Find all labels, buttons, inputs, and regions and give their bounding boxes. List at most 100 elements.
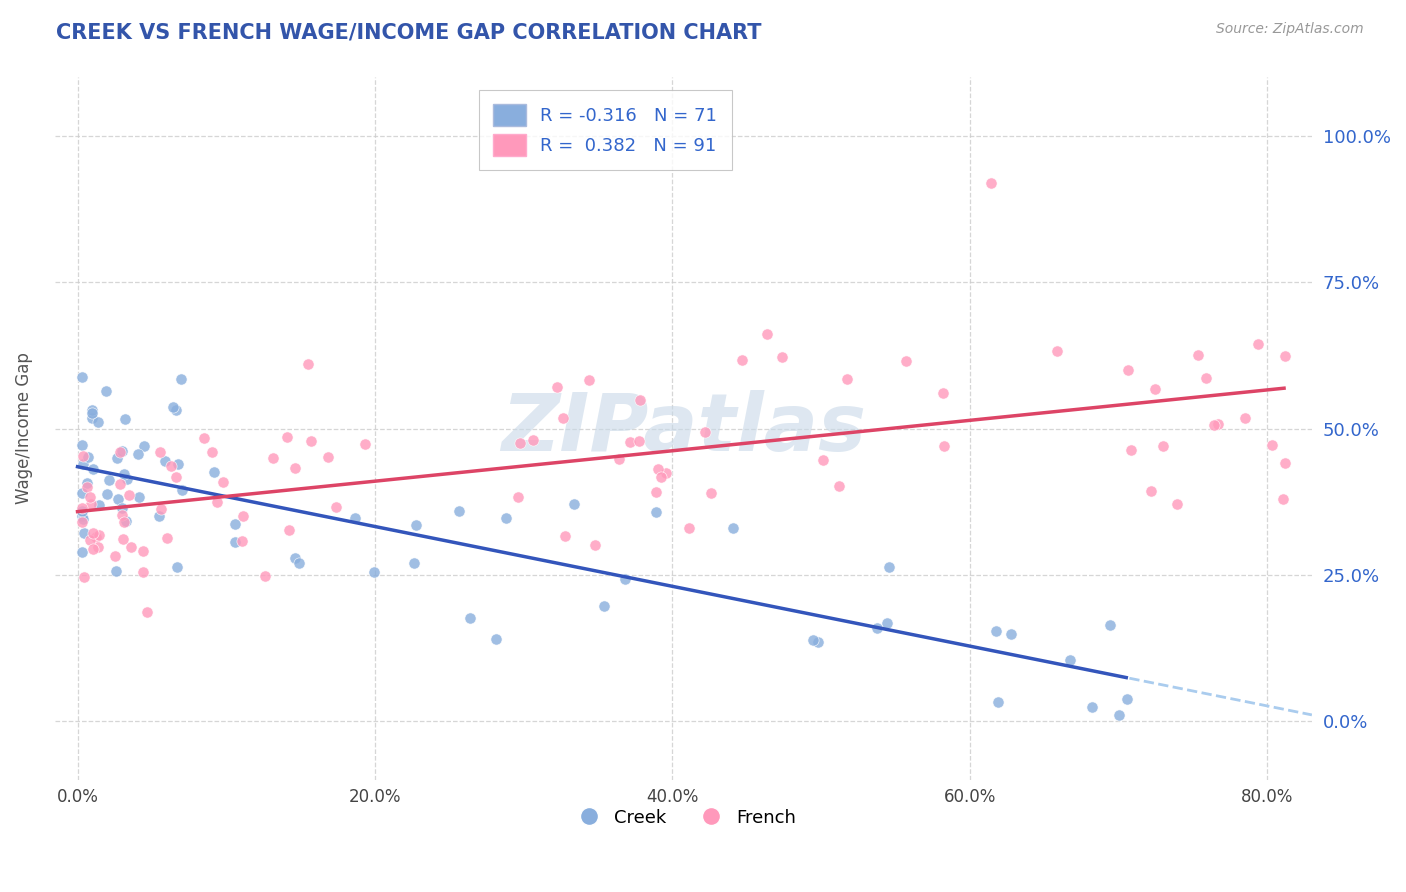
Point — [167, 457, 190, 471]
Point — [495, 511, 517, 525]
Point — [1261, 437, 1284, 451]
Point — [73, 570, 96, 584]
Point — [94, 384, 117, 399]
Point — [877, 560, 900, 574]
Point — [693, 425, 716, 439]
Point — [876, 616, 898, 631]
Point — [165, 403, 187, 417]
Point — [506, 490, 529, 504]
Point — [202, 465, 225, 479]
Point — [647, 462, 669, 476]
Point — [1247, 336, 1270, 351]
Point — [522, 433, 544, 447]
Point — [79, 490, 101, 504]
Point — [1116, 363, 1139, 377]
Legend: Creek, French: Creek, French — [564, 801, 804, 834]
Point — [1274, 456, 1296, 470]
Point — [458, 611, 481, 625]
Point — [609, 451, 631, 466]
Point — [80, 410, 103, 425]
Point — [166, 560, 188, 574]
Point — [112, 532, 135, 546]
Point — [70, 515, 93, 529]
Point — [82, 525, 104, 540]
Point — [162, 401, 184, 415]
Point — [1208, 417, 1230, 432]
Point — [325, 500, 347, 515]
Point — [77, 450, 100, 464]
Point — [811, 453, 834, 467]
Point — [1234, 411, 1257, 425]
Point — [70, 545, 93, 559]
Point — [593, 599, 616, 613]
Point — [316, 450, 339, 464]
Point — [354, 437, 377, 451]
Point — [1144, 382, 1167, 396]
Point — [645, 505, 668, 519]
Point — [299, 434, 322, 448]
Point — [655, 466, 678, 480]
Point — [87, 415, 110, 429]
Point — [72, 504, 94, 518]
Point — [104, 549, 127, 563]
Point — [721, 521, 744, 535]
Point — [987, 695, 1010, 709]
Point — [894, 354, 917, 368]
Point — [650, 470, 672, 484]
Point — [114, 514, 136, 528]
Point — [807, 635, 830, 649]
Point — [148, 509, 170, 524]
Y-axis label: Wage/Income Gap: Wage/Income Gap — [15, 352, 32, 505]
Point — [449, 504, 471, 518]
Point — [87, 528, 110, 542]
Point — [578, 373, 600, 387]
Point — [115, 472, 138, 486]
Point — [70, 370, 93, 384]
Point — [156, 531, 179, 545]
Point — [76, 480, 98, 494]
Point — [554, 529, 576, 543]
Point — [984, 624, 1007, 638]
Point — [835, 371, 858, 385]
Point — [165, 470, 187, 484]
Point — [1000, 627, 1022, 641]
Point — [934, 439, 956, 453]
Point — [110, 477, 132, 491]
Point — [114, 412, 136, 426]
Point — [614, 572, 637, 586]
Point — [404, 556, 426, 570]
Point — [277, 523, 299, 537]
Point — [120, 541, 142, 555]
Point — [288, 556, 311, 570]
Point — [827, 479, 849, 493]
Point — [172, 483, 194, 497]
Point — [70, 501, 93, 516]
Point — [98, 474, 121, 488]
Point — [72, 512, 94, 526]
Point — [1108, 708, 1130, 723]
Point — [1119, 442, 1142, 457]
Point — [105, 564, 128, 578]
Point — [553, 410, 575, 425]
Point — [87, 498, 110, 512]
Point — [111, 500, 134, 515]
Point — [756, 327, 779, 342]
Point — [1115, 692, 1137, 706]
Point — [283, 550, 305, 565]
Point — [224, 517, 246, 532]
Point — [201, 444, 224, 458]
Point — [405, 518, 427, 533]
Point — [262, 450, 284, 465]
Point — [70, 509, 93, 524]
Point — [932, 386, 955, 401]
Point — [1046, 343, 1069, 358]
Point — [284, 461, 307, 475]
Point — [72, 458, 94, 472]
Point — [80, 406, 103, 420]
Point — [232, 508, 254, 523]
Point — [112, 467, 135, 482]
Point — [211, 475, 233, 490]
Point — [562, 497, 585, 511]
Point — [1272, 492, 1295, 507]
Point — [127, 447, 149, 461]
